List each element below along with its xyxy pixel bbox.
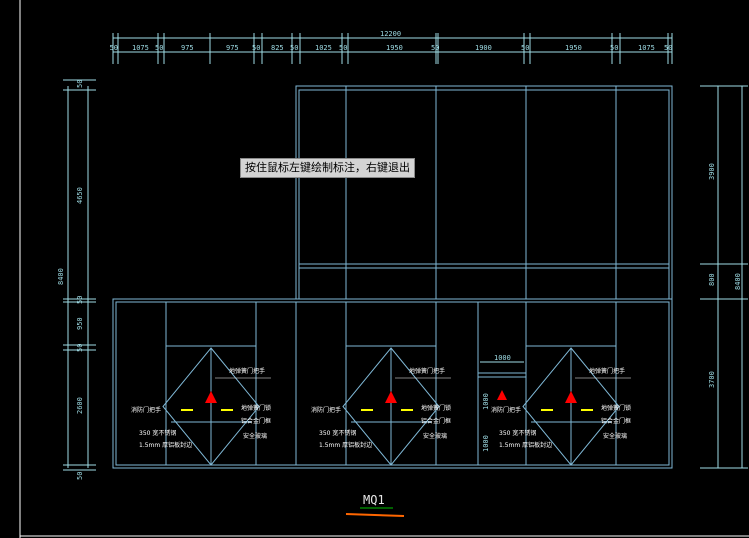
door-3-note-closer: 安全玻璃: [603, 432, 627, 440]
dim-right-overall: 8400: [734, 273, 742, 290]
dim-top-seg-4: 975: [226, 44, 239, 52]
dim-top-seg-14: 1950: [565, 44, 582, 52]
dim-right-seg-2: 3700: [708, 371, 716, 388]
command-hint-tooltip: 按住鼠标左键绘制标注，右键退出: [240, 158, 415, 178]
curtain-wall-elevation: [112, 85, 673, 469]
dim-left-seg-0: 50: [76, 80, 84, 88]
dim-left-seg-5: 2600: [76, 397, 84, 414]
dim-top-seg-0: 50: [110, 44, 118, 52]
dim-left-seg-1: 4650: [76, 187, 84, 204]
dim-mid-width: 1000: [494, 354, 511, 362]
dim-top-seg-17: 50: [664, 44, 672, 52]
door-1-note-frame-a: 350 宽不锈钢: [139, 429, 176, 437]
drawing-frame: [19, 0, 749, 538]
door-1-note-frame-b: 1.5mm 厚铝板封边: [139, 441, 192, 449]
door-3-note-lock: 铝合金门框: [601, 417, 631, 425]
lower-block-inner: [115, 301, 670, 466]
door-3-note-frame-b: 1.5mm 厚铝板封边: [499, 441, 552, 449]
dim-top-seg-12: 1900: [475, 44, 492, 52]
door-1-note-label: 消防门把手: [131, 406, 161, 414]
dim-top-seg-15: 50: [610, 44, 618, 52]
door-1-note-hinge: 地弹簧门锁: [241, 404, 271, 412]
dim-mid-height-a: 1000: [482, 393, 490, 410]
dim-right-seg-0: 3900: [708, 163, 716, 180]
door-2-note-frame-a: 350 宽不锈钢: [319, 429, 356, 437]
door-3-arrow-icon: [565, 391, 577, 403]
dim-top-seg-11: 50: [431, 44, 439, 52]
door-2-note-frame-b: 1.5mm 厚铝板封边: [319, 441, 372, 449]
dim-left-overall: 8400: [57, 268, 65, 285]
door-2-arrow-icon: [385, 391, 397, 403]
dim-top-seg-2: 50: [155, 44, 163, 52]
lower-block-outline: [112, 298, 673, 469]
door-3-note-handle: 地弹簧门把手: [589, 367, 625, 375]
dim-left-seg-4: 50: [76, 344, 84, 352]
door-2-note-lock: 铝合金门框: [421, 417, 451, 425]
dim-top-seg-9: 50: [339, 44, 347, 52]
dim-top-seg-8: 1025: [315, 44, 332, 52]
dim-left-seg-6: 50: [76, 472, 84, 480]
door-2-note-label: 消防门把手: [311, 406, 341, 414]
dim-left-seg-2: 50: [76, 296, 84, 304]
door-1-arrow-icon: [205, 391, 217, 403]
dim-top-seg-5: 50: [252, 44, 260, 52]
dim-overall-top: 12200: [380, 30, 401, 38]
title-underline-orange: [345, 513, 405, 517]
drawing-title: MQ1: [363, 493, 385, 507]
door-2-note-handle: 地弹簧门把手: [409, 367, 445, 375]
door-3-note-frame-a: 350 宽不锈钢: [499, 429, 536, 437]
dim-left-seg-3: 950: [76, 317, 84, 330]
door-2-note-closer: 安全玻璃: [423, 432, 447, 440]
dim-top-seg-16: 1075: [638, 44, 655, 52]
door-1-note-closer: 安全玻璃: [243, 432, 267, 440]
dim-top-seg-13: 50: [521, 44, 529, 52]
dimension-lines: 12200 50 1075 50 975 975 50 825 50 1025 50 1950 50 19…: [57, 30, 748, 480]
door-mid-arrow-icon: [497, 390, 507, 400]
door-1-note-lock: 铝合金门框: [241, 417, 271, 425]
dim-top-seg-3: 975: [181, 44, 194, 52]
dim-top-seg-7: 50: [290, 44, 298, 52]
door-3-note-label: 消防门把手: [491, 406, 521, 414]
door-3-note-hinge: 地弹簧门锁: [601, 404, 631, 412]
dim-right-seg-1: 800: [708, 273, 716, 286]
dim-top-seg-6: 825: [271, 44, 284, 52]
door-1-note-handle: 地弹簧门把手: [229, 367, 265, 375]
dim-top-seg-1: 1075: [132, 44, 149, 52]
dim-mid-height-b: 1000: [482, 435, 490, 452]
door-2-note-hinge: 地弹簧门锁: [421, 404, 451, 412]
dim-top-seg-10: 1950: [386, 44, 403, 52]
